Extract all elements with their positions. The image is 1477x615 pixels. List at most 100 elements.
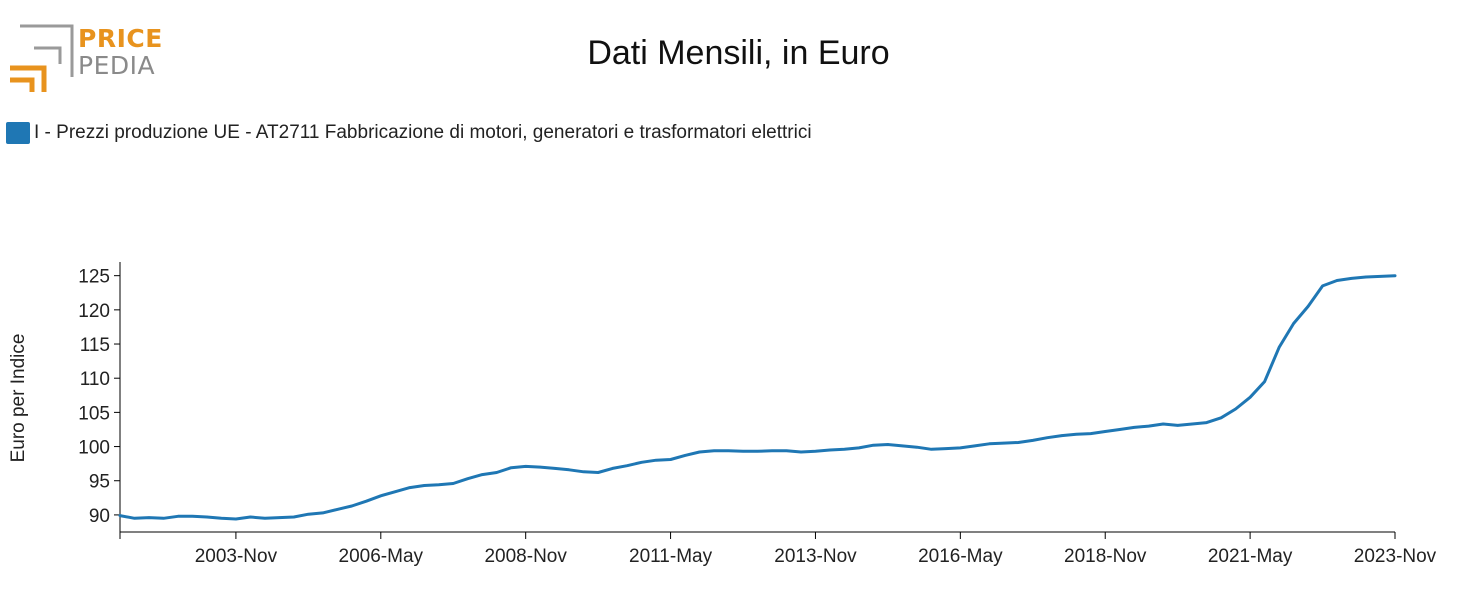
data-point (1133, 426, 1136, 429)
y-tick-label: 90 (89, 506, 110, 527)
data-point (1248, 396, 1252, 399)
data-point (611, 467, 614, 470)
data-point (1191, 422, 1194, 426)
x-tick-label: 2006-May (339, 546, 424, 567)
data-point (1002, 441, 1005, 445)
data-point (770, 449, 774, 452)
data-point (596, 471, 600, 474)
data-point (1046, 436, 1049, 439)
data-point (205, 515, 209, 519)
data-point (336, 508, 339, 511)
data-point (510, 466, 513, 469)
data-point (857, 446, 861, 450)
data-point (379, 494, 382, 497)
pricepedia-logo: PRICE PEDIA (6, 22, 166, 94)
data-point (176, 515, 180, 518)
data-point (625, 464, 629, 467)
data-point (423, 484, 426, 487)
data-point (872, 444, 875, 447)
data-point (959, 446, 962, 450)
data-point (1205, 421, 1208, 424)
data-point (988, 442, 991, 445)
data-point (1104, 430, 1107, 433)
y-tick-label: 105 (78, 403, 110, 424)
data-point (162, 517, 165, 520)
y-tick-label: 110 (80, 369, 110, 390)
data-point (263, 517, 267, 520)
data-point (1364, 275, 1368, 279)
data-point (785, 449, 788, 452)
legend-swatch (6, 122, 30, 144)
data-point (712, 449, 716, 452)
series-group[interactable] (118, 274, 1397, 521)
data-point (1277, 346, 1281, 349)
data-point (886, 443, 890, 446)
logo-mark (10, 24, 74, 92)
data-point (930, 448, 933, 451)
y-tick-label: 100 (78, 438, 110, 459)
data-point (118, 514, 122, 517)
data-point (466, 477, 469, 480)
x-tick-label: 2011-May (629, 546, 713, 567)
data-point (365, 500, 368, 503)
data-point (1017, 441, 1020, 444)
data-point (234, 517, 238, 521)
data-point (133, 517, 136, 520)
data-point (1350, 277, 1353, 280)
x-tick-label: 2003-Nov (195, 546, 278, 567)
x-tick-label: 2016-May (918, 546, 1003, 567)
data-point (1089, 432, 1092, 435)
data-point (481, 473, 484, 476)
x-tick-label: 2008-Nov (484, 546, 567, 567)
y-tick-label: 120 (78, 301, 110, 322)
data-point (147, 516, 151, 519)
data-point (1118, 428, 1121, 431)
data-point (307, 513, 310, 516)
y-axis-label: Euro per Indice (8, 334, 29, 463)
data-point (1393, 274, 1397, 277)
x-tick-label: 2018-Nov (1064, 546, 1147, 567)
data-point (901, 444, 904, 448)
data-point (1234, 407, 1237, 411)
data-point (1321, 284, 1324, 288)
y-axis: 90 95 100 105 110 115 120 125 (78, 262, 121, 532)
data-point (1147, 424, 1150, 428)
data-point (756, 450, 759, 453)
y-tick-label: 115 (80, 335, 110, 356)
data-point (1060, 434, 1064, 437)
data-point (292, 515, 296, 519)
x-tick-label: 2021-May (1208, 546, 1293, 567)
data-point (799, 450, 803, 454)
data-point (567, 468, 571, 471)
y-tick-label: 125 (78, 267, 110, 288)
data-point (944, 447, 948, 450)
data-point (1162, 422, 1165, 426)
x-tick-label: 2023-Nov (1354, 546, 1437, 567)
data-point (553, 467, 556, 470)
data-point (321, 511, 324, 515)
legend-label: I - Prezzi produzione UE - AT2711 Fabbri… (34, 122, 812, 143)
data-point (350, 504, 353, 508)
data-point (973, 444, 976, 448)
data-point (191, 515, 194, 518)
data-point (249, 515, 252, 519)
data-point (654, 459, 658, 462)
data-point (1031, 439, 1035, 442)
data-point (828, 448, 832, 452)
data-point (1335, 279, 1339, 282)
data-point (278, 516, 281, 519)
data-point (683, 454, 687, 457)
data-point (1379, 275, 1382, 278)
series-line[interactable] (118, 274, 1397, 521)
y-tick-label: 95 (89, 472, 110, 493)
data-point (437, 483, 440, 486)
data-point (524, 465, 527, 468)
data-point (408, 486, 411, 489)
data-point (640, 461, 643, 464)
legend[interactable]: I - Prezzi produzione UE - AT2711 Fabbri… (6, 121, 812, 145)
logo-word-price: PRICE (78, 24, 163, 53)
data-point (843, 448, 846, 451)
logo-word-pedia: PEDIA (78, 51, 156, 80)
x-axis: 2003-Nov 2006-May 2008-Nov 2011-May 2013-Nov… (119, 531, 1437, 567)
